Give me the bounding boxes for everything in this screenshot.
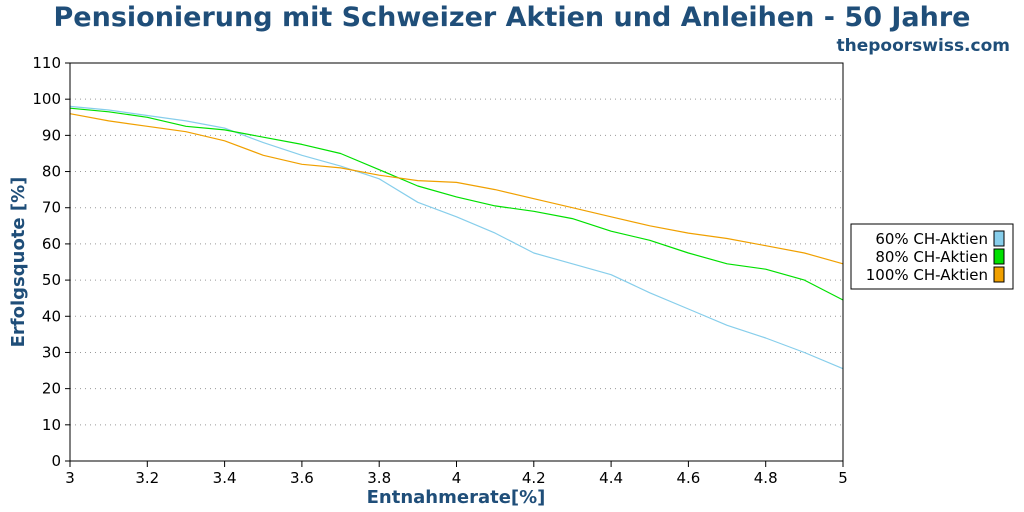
series-line-0 [69, 105, 844, 370]
legend-box [850, 223, 1014, 290]
data-point [571, 217, 573, 219]
data-point [185, 120, 187, 122]
data-point [687, 232, 689, 234]
data-point [417, 179, 419, 181]
legend-label-1: 80% CH-Aktien [875, 248, 988, 266]
data-point [726, 263, 728, 265]
data-point [146, 116, 148, 118]
data-point [262, 136, 264, 138]
y-tick-label: 0 [51, 452, 61, 470]
series-line-2 [69, 113, 844, 265]
data-point [185, 131, 187, 133]
data-point [533, 210, 535, 212]
data-point [649, 239, 651, 241]
x-tick-label: 4.6 [676, 469, 700, 487]
data-point [765, 245, 767, 247]
x-tick-label: 5 [838, 469, 848, 487]
data-point [649, 292, 651, 294]
y-tick-label: 20 [42, 380, 61, 398]
data-point [339, 152, 341, 154]
y-tick-label: 30 [42, 343, 61, 361]
legend-label-2: 100% CH-Aktien [866, 266, 988, 284]
series-lines [69, 105, 844, 370]
series-line-1 [69, 107, 844, 301]
data-point [610, 216, 612, 218]
y-axis-label: Erfolgsquote [%] [8, 177, 29, 348]
data-point [339, 167, 341, 169]
x-tick-label: 4 [452, 469, 462, 487]
data-point [107, 111, 109, 113]
data-point [378, 178, 380, 180]
chart-subtitle: thepoorswiss.com [837, 36, 1011, 56]
data-point [417, 185, 419, 187]
y-tick-label: 90 [42, 126, 61, 144]
grid [70, 98, 843, 426]
y-tick-label: 60 [42, 235, 61, 253]
data-point [262, 141, 264, 143]
data-point [494, 232, 496, 234]
data-point [726, 237, 728, 239]
y-tick-label: 70 [42, 199, 61, 217]
x-tick-label: 3.2 [135, 469, 159, 487]
data-point [765, 337, 767, 339]
data-point [687, 308, 689, 310]
x-axis: 3 3.2 3.4 3.6 3.8 4 4.2 4.4 4.6 4.8 5 [65, 461, 848, 487]
data-point [494, 205, 496, 207]
y-tick-label: 50 [42, 271, 61, 289]
y-tick-label: 40 [42, 307, 61, 325]
legend-label-0: 60% CH-Aktien [875, 230, 988, 248]
x-tick-label: 3.6 [290, 469, 314, 487]
data-point [455, 181, 457, 183]
y-tick-label: 100 [32, 90, 61, 108]
y-tick-label: 80 [42, 163, 61, 181]
data-point [687, 252, 689, 254]
data-point [455, 196, 457, 198]
x-tick-label: 3 [65, 469, 75, 487]
data-point [533, 197, 535, 199]
data-point [146, 125, 148, 127]
series-points-1 [69, 107, 844, 301]
series-points-0 [69, 105, 844, 370]
data-point [765, 268, 767, 270]
data-point [803, 351, 805, 353]
data-point [417, 201, 419, 203]
data-point [571, 207, 573, 209]
x-tick-label: 4.8 [754, 469, 778, 487]
data-point [185, 125, 187, 127]
x-axis-label: Entnahmerate[%] [367, 487, 546, 508]
data-point [726, 324, 728, 326]
y-tick-label: 110 [32, 54, 61, 72]
data-point [107, 120, 109, 122]
data-point [378, 169, 380, 171]
plot-area [69, 62, 844, 462]
chart-title: Pensionierung mit Schweizer Aktien und A… [54, 2, 971, 33]
data-point [223, 129, 225, 131]
data-point [803, 252, 805, 254]
legend-swatch-2 [993, 266, 1005, 283]
data-point [262, 154, 264, 156]
data-point [301, 143, 303, 145]
data-point [301, 163, 303, 165]
data-point [649, 225, 651, 227]
x-tick-label: 4.4 [599, 469, 623, 487]
legend-swatch-1 [993, 248, 1005, 265]
data-point [610, 230, 612, 232]
data-point [571, 263, 573, 265]
data-point [301, 154, 303, 156]
data-point [494, 188, 496, 190]
x-tick-label: 4.2 [522, 469, 546, 487]
data-point [803, 279, 805, 281]
x-tick-label: 3.4 [213, 469, 237, 487]
data-point [610, 273, 612, 275]
data-point [455, 216, 457, 218]
data-point [378, 174, 380, 176]
x-tick-label: 3.8 [367, 469, 391, 487]
data-point [223, 140, 225, 142]
legend-swatch-0 [993, 230, 1005, 247]
y-axis: 0 10 20 30 40 50 60 70 80 90 100 110 [32, 54, 70, 470]
data-point [533, 252, 535, 254]
y-tick-label: 10 [42, 416, 61, 434]
